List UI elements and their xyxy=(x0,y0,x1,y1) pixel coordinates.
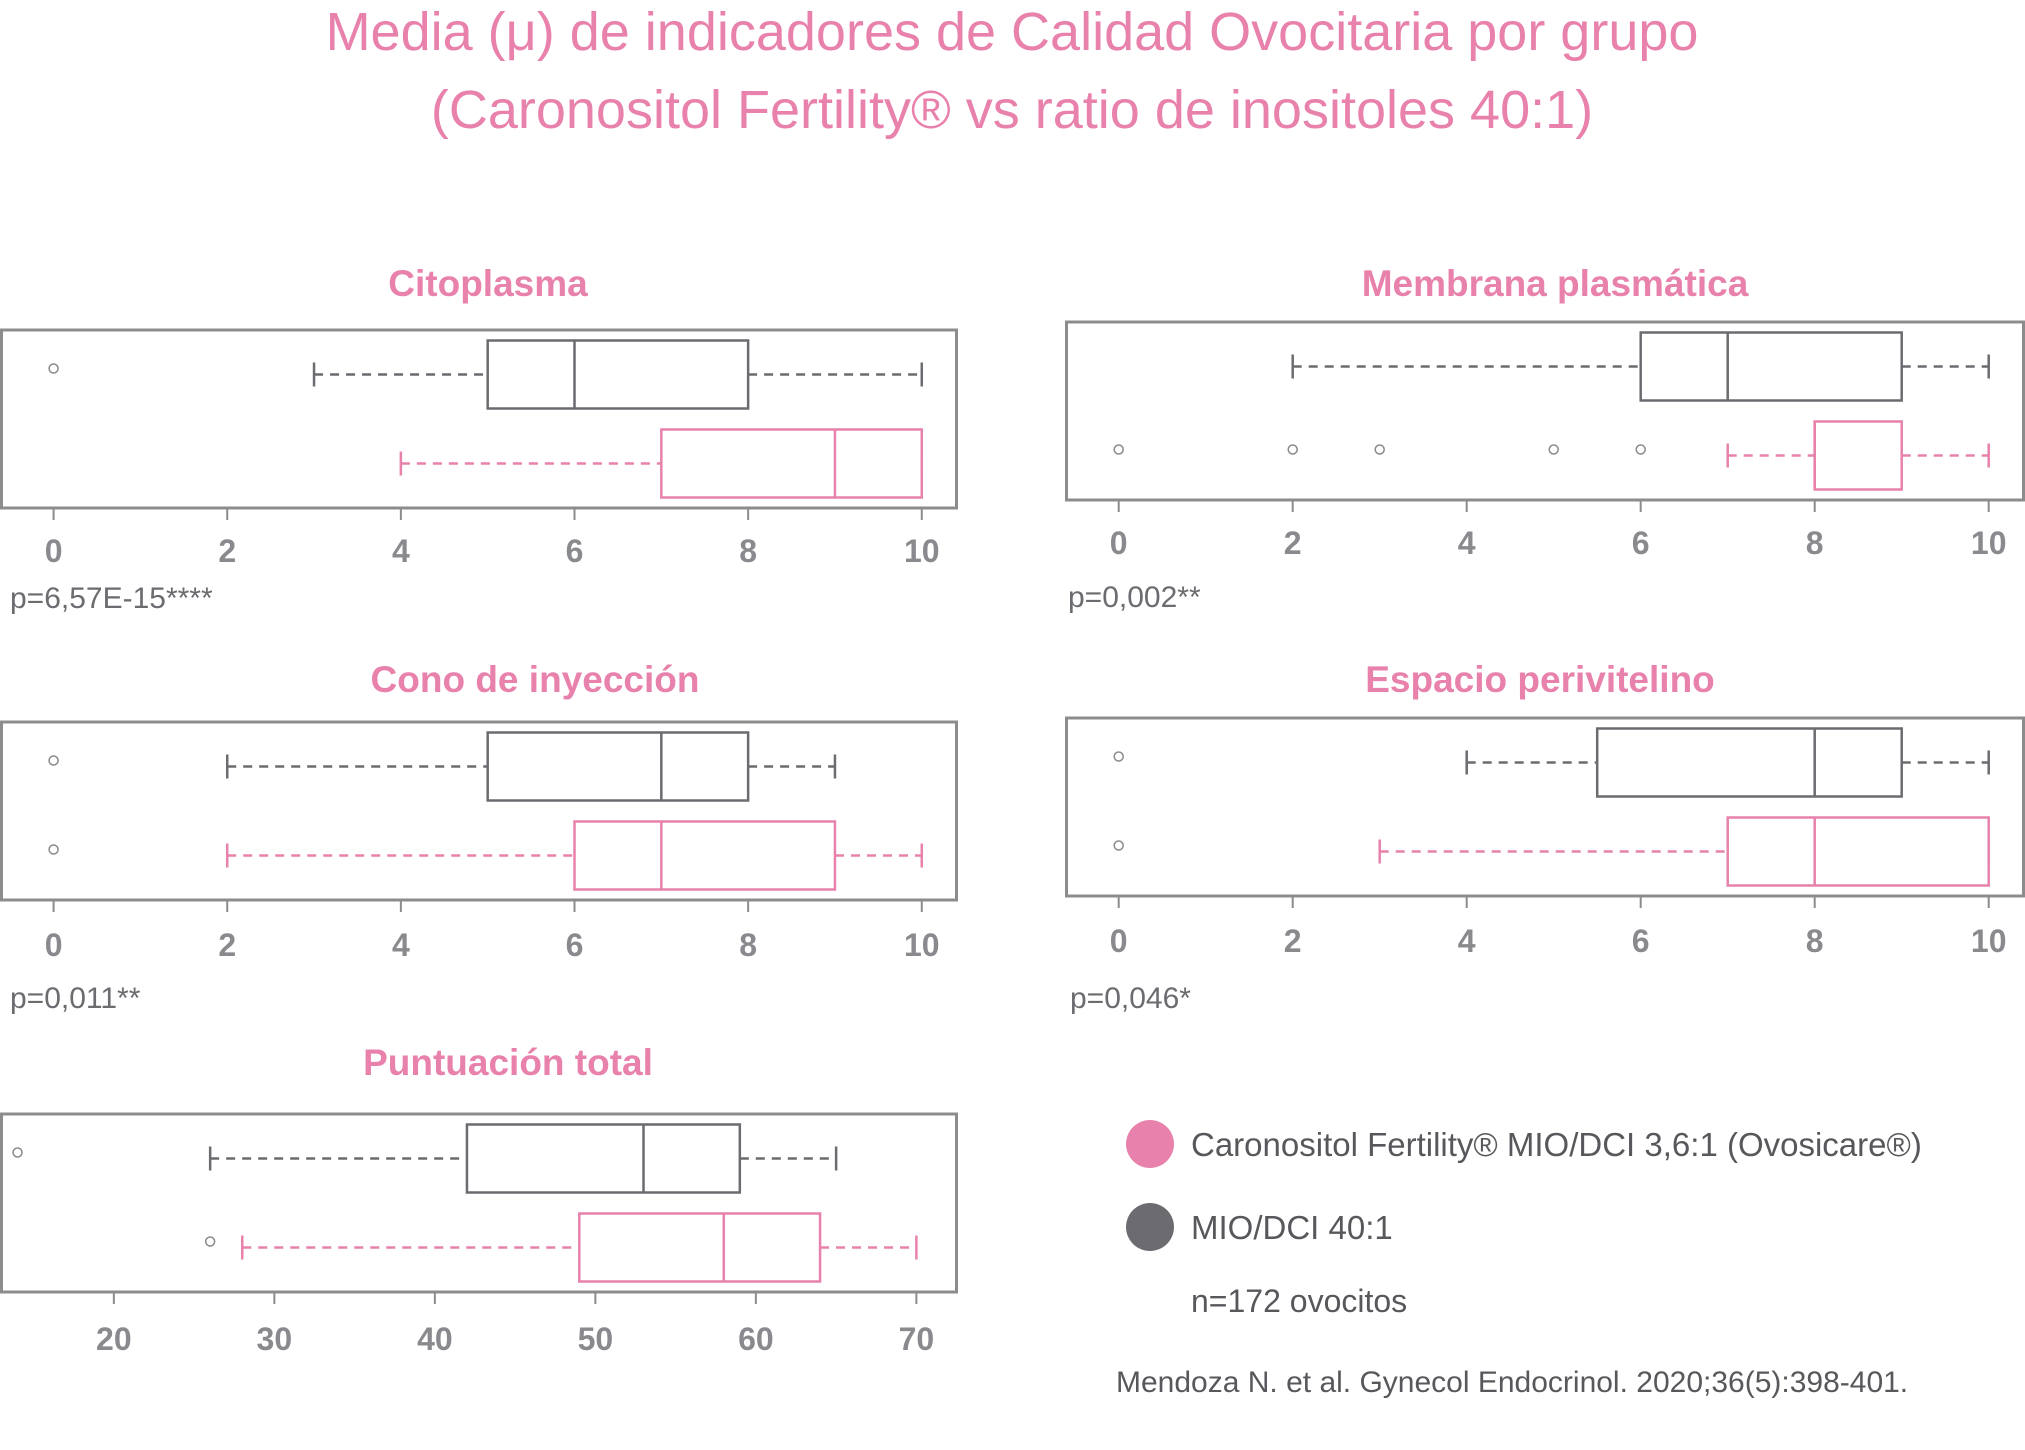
p-value: p=0,011** xyxy=(10,982,141,1015)
outlier-point xyxy=(12,1147,23,1158)
x-tick-label: 0 xyxy=(45,533,63,569)
panel-espacio-perivitelino: Espacio perivitelino 0 2 4 6 8 10 p=0,046* xyxy=(1065,659,2025,1015)
x-tick-label: 60 xyxy=(738,1321,774,1357)
box-mio-dci xyxy=(1639,331,1903,402)
legend-label-mio-dci: MIO/DCI 40:1 xyxy=(1191,1209,1393,1246)
x-tick-label: 10 xyxy=(1971,923,2007,959)
legend-swatch-caronositol xyxy=(1126,1120,1174,1168)
x-tick-label: 40 xyxy=(417,1321,453,1357)
outlier-point xyxy=(1374,444,1385,455)
outlier-point xyxy=(1113,444,1124,455)
x-tick-label: 10 xyxy=(904,533,940,569)
panel-citoplasma: Citoplasma 0 2 4 6 8 10 p=6,57E-15**** xyxy=(0,263,958,615)
plot-frame xyxy=(1065,320,2025,502)
citation: Mendoza N. et al. Gynecol Endocrinol. 20… xyxy=(1116,1366,1908,1399)
legend: Caronositol Fertility® MIO/DCI 3,6:1 (Ov… xyxy=(1126,1120,1922,1319)
x-tick-label: 6 xyxy=(566,927,584,963)
panel-title: Puntuación total xyxy=(363,1042,653,1083)
outlier-point xyxy=(1287,444,1298,455)
x-tick-label: 8 xyxy=(1806,525,1824,561)
x-tick-label: 2 xyxy=(218,927,236,963)
outlier-point xyxy=(1113,751,1124,762)
x-tick-label: 50 xyxy=(578,1321,614,1357)
x-tick-label: 30 xyxy=(257,1321,293,1357)
x-tick-label: 0 xyxy=(45,927,63,963)
box-caronositol xyxy=(573,820,837,891)
box-caronositol xyxy=(578,1212,822,1283)
plot-frame xyxy=(1065,716,2025,898)
x-tick-label: 8 xyxy=(739,927,757,963)
outlier-point xyxy=(1548,444,1559,455)
box-mio-dci xyxy=(1595,727,1903,798)
x-tick-label: 10 xyxy=(904,927,940,963)
box-mio-dci xyxy=(465,1123,742,1194)
panel-membrana-plasmatica: Membrana plasmática 0 2 4 6 8 10 p=0,002** xyxy=(1065,263,2025,614)
box-caronositol xyxy=(1813,420,1903,491)
outlier-point xyxy=(48,363,59,374)
panel-title: Cono de inyección xyxy=(371,659,700,700)
panel-title: Espacio perivitelino xyxy=(1365,659,1715,700)
panel-puntuacion-total: Puntuación total 20 30 40 50 60 70 xyxy=(0,1042,958,1357)
legend-swatch-mio-dci xyxy=(1126,1203,1174,1251)
plot-frame xyxy=(0,328,958,510)
figure-title-line-1: Media (μ) de indicadores de Calidad Ovoc… xyxy=(326,2,1699,62)
x-tick-label: 6 xyxy=(566,533,584,569)
boxplot-panels: Citoplasma 0 2 4 6 8 10 p=6,57E-15**** Membrana … xyxy=(0,263,2025,1357)
x-tick-label: 4 xyxy=(392,533,410,569)
x-tick-label: 2 xyxy=(1284,525,1302,561)
panel-cono-de-inyeccion: Cono de inyección 0 2 4 6 8 10 p=0,011** xyxy=(0,659,958,1015)
figure-title-line-2: (Caronositol Fertility® vs ratio de inos… xyxy=(431,80,1593,140)
p-value: p=0,046* xyxy=(1070,982,1191,1015)
plot-frame xyxy=(0,1112,958,1294)
outlier-point xyxy=(1113,840,1124,851)
outlier-point xyxy=(204,1236,216,1247)
sample-size-note: n=172 ovocitos xyxy=(1191,1283,1407,1319)
box-mio-dci xyxy=(486,339,750,410)
x-tick-label: 6 xyxy=(1632,923,1650,959)
legend-label-caronositol: Caronositol Fertility® MIO/DCI 3,6:1 (Ov… xyxy=(1191,1126,1922,1163)
x-tick-label: 2 xyxy=(218,533,236,569)
panel-title: Membrana plasmática xyxy=(1362,263,1749,304)
panel-title: Citoplasma xyxy=(388,263,588,304)
outlier-point xyxy=(48,844,59,855)
p-value: p=0,002** xyxy=(1068,581,1201,614)
x-tick-label: 70 xyxy=(899,1321,935,1357)
box-caronositol xyxy=(660,428,924,499)
x-tick-label: 10 xyxy=(1971,525,2007,561)
x-tick-label: 8 xyxy=(1806,923,1824,959)
outlier-point xyxy=(48,755,59,766)
plot-frame xyxy=(0,720,958,902)
x-tick-label: 0 xyxy=(1110,525,1128,561)
outlier-point xyxy=(1635,444,1646,455)
x-tick-label: 4 xyxy=(1458,525,1476,561)
box-mio-dci xyxy=(486,731,750,802)
x-tick-label: 4 xyxy=(392,927,410,963)
x-tick-label: 20 xyxy=(96,1321,132,1357)
x-tick-label: 0 xyxy=(1110,923,1128,959)
x-tick-label: 4 xyxy=(1458,923,1476,959)
x-tick-label: 8 xyxy=(739,533,757,569)
x-tick-label: 6 xyxy=(1632,525,1650,561)
p-value: p=6,57E-15**** xyxy=(10,582,213,615)
x-tick-label: 2 xyxy=(1284,923,1302,959)
box-caronositol xyxy=(1726,816,1990,887)
